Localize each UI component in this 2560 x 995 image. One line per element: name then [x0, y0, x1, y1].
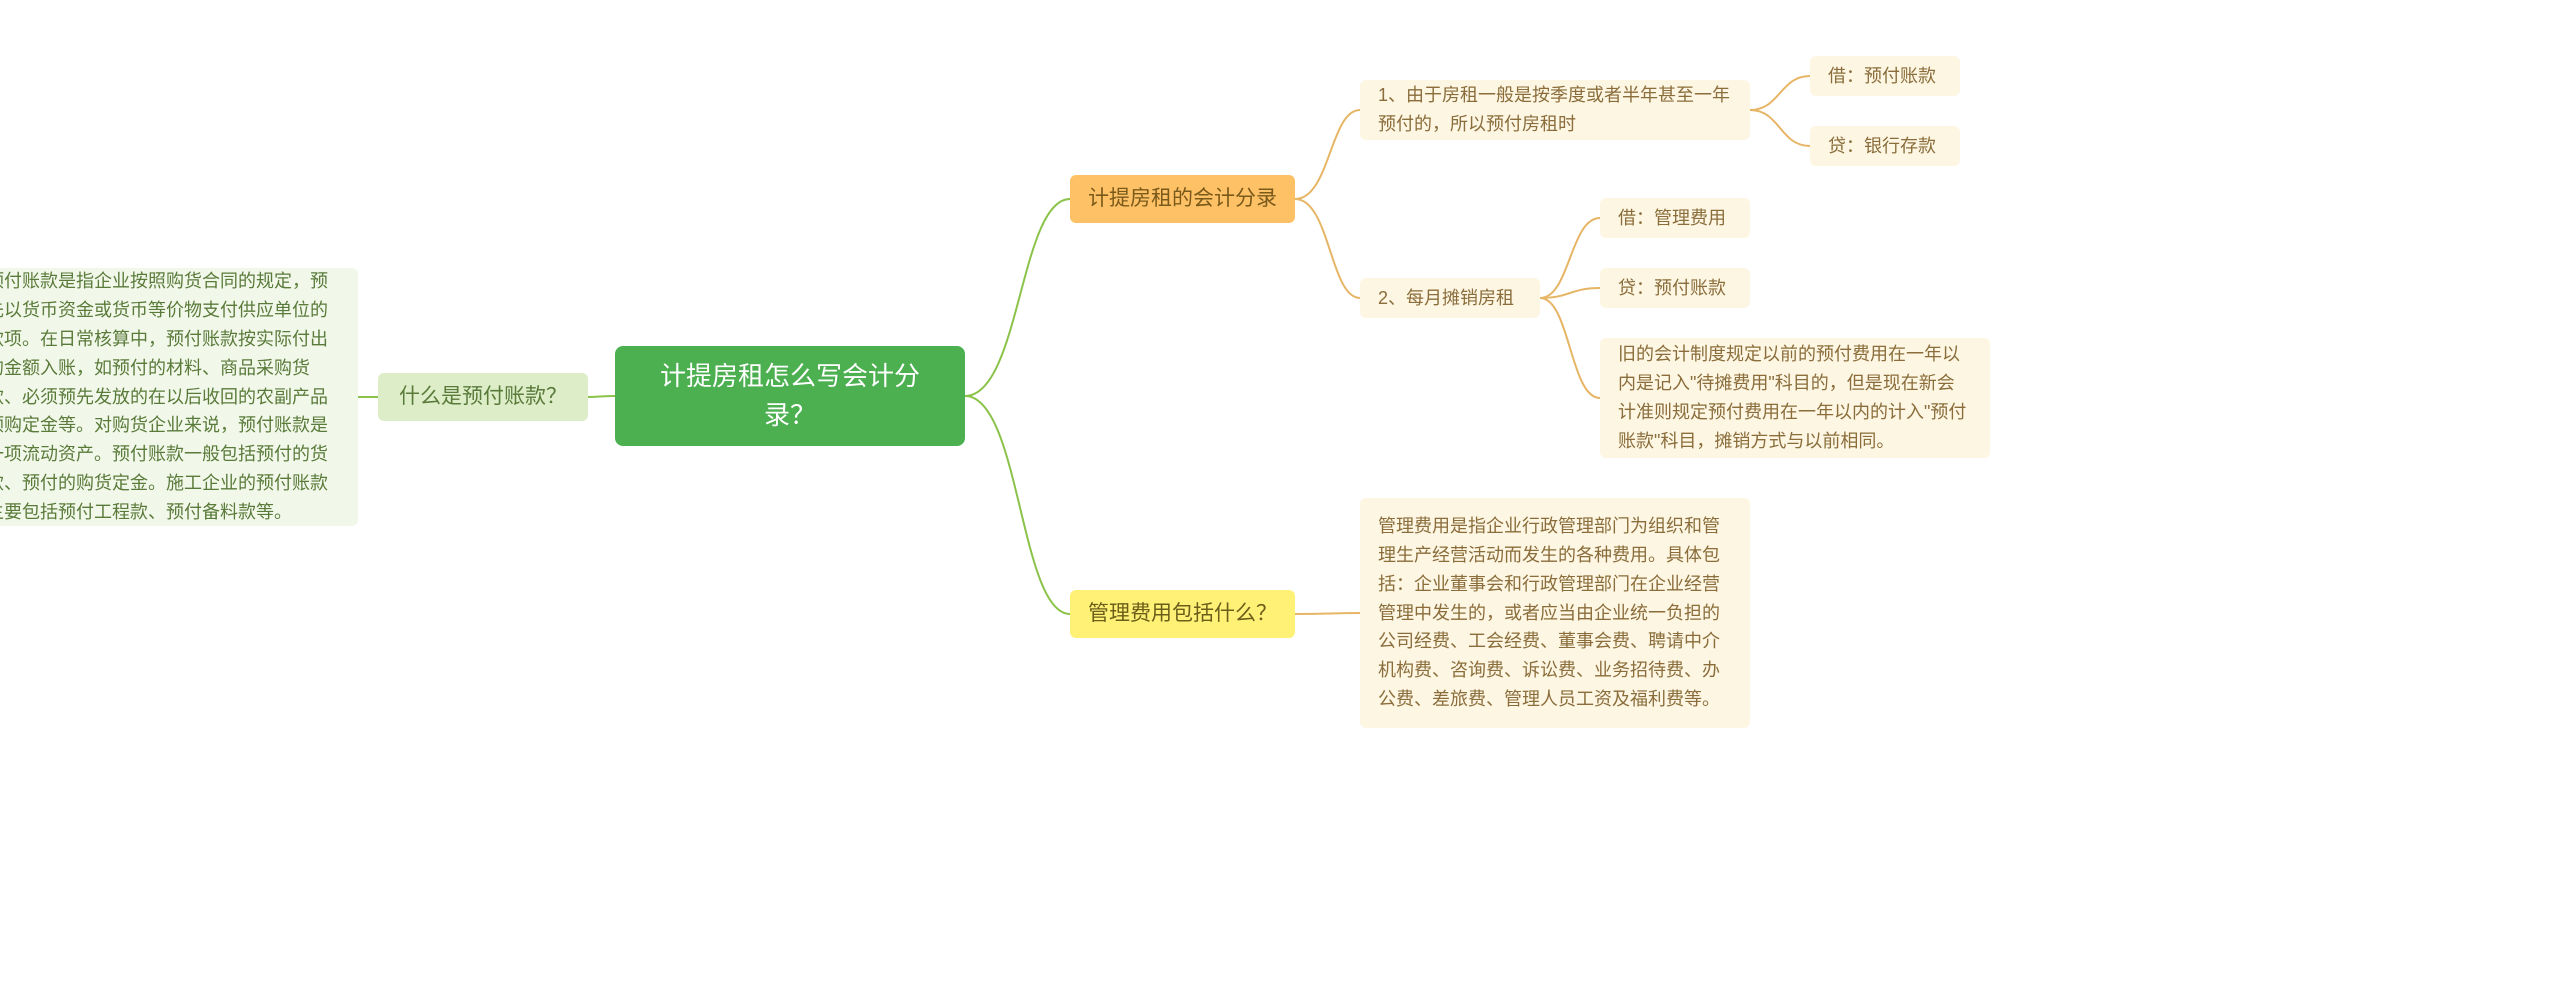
left-node-prepaid-definition[interactable]: 什么是预付账款？ [378, 373, 588, 421]
rent-entry-step2-credit: 贷：预付账款 [1600, 268, 1750, 308]
right-node-admin-expense[interactable]: 管理费用包括什么？ [1070, 590, 1295, 638]
rent-entry-step2-note: 旧的会计制度规定以前的预付费用在一年以内是记入"待摊费用"科目的，但是现在新会计… [1600, 338, 1990, 458]
connector-layer [0, 0, 2560, 995]
rent-entry-step2-debit: 借：管理费用 [1600, 198, 1750, 238]
rent-entry-step1-debit: 借：预付账款 [1810, 56, 1960, 96]
root-node[interactable]: 计提房租怎么写会计分录？ [615, 346, 965, 446]
rent-entry-step1-credit: 贷：银行存款 [1810, 126, 1960, 166]
left-leaf-prepaid-explanation: 预付账款是指企业按照购货合同的规定，预先以货币资金或货币等价物支付供应单位的款项… [0, 268, 358, 526]
right-node-rent-entry[interactable]: 计提房租的会计分录 [1070, 175, 1295, 223]
admin-expense-explanation: 管理费用是指企业行政管理部门为组织和管理生产经营活动而发生的各种费用。具体包括：… [1360, 498, 1750, 728]
rent-entry-step1[interactable]: 1、由于房租一般是按季度或者半年甚至一年预付的，所以预付房租时 [1360, 80, 1750, 140]
rent-entry-step2[interactable]: 2、每月摊销房租 [1360, 278, 1540, 318]
